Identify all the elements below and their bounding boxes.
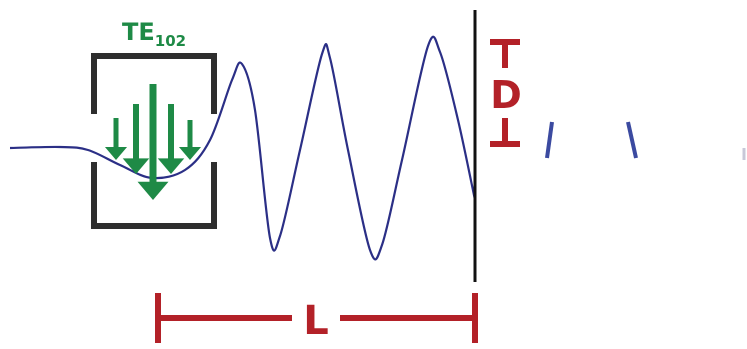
field-arrows	[104, 84, 202, 200]
depth-dimension: D	[490, 39, 522, 147]
down-arrow-icon	[178, 120, 202, 160]
mode-title-main: TE	[122, 18, 155, 46]
down-arrow-icon	[122, 104, 150, 174]
standing-wave	[9, 35, 477, 261]
length-label: L	[303, 298, 329, 344]
down-arrow-icon	[104, 118, 128, 160]
fragment-mark-2	[626, 121, 638, 159]
down-arrow-icon	[137, 84, 169, 200]
mode-title-subscript: 102	[155, 32, 186, 50]
cavity-bracket-bottom	[91, 162, 217, 229]
down-arrow-icon	[157, 104, 185, 174]
cavity-bracket-top	[91, 53, 217, 114]
depth-label: D	[490, 73, 522, 117]
mode-title: TE102	[122, 18, 186, 50]
fragment-mark-1	[545, 121, 554, 159]
length-dimension: L	[155, 293, 478, 344]
